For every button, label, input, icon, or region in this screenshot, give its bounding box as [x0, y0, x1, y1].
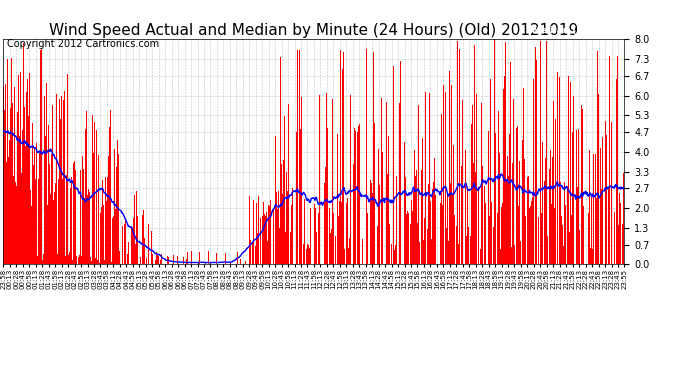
Text: Wind (mph): Wind (mph) [609, 26, 669, 35]
Text: Copyright 2012 Cartronics.com: Copyright 2012 Cartronics.com [7, 39, 159, 50]
Title: Wind Speed Actual and Median by Minute (24 Hours) (Old) 20121019: Wind Speed Actual and Median by Minute (… [49, 23, 579, 38]
Text: Median (mph): Median (mph) [532, 26, 603, 35]
